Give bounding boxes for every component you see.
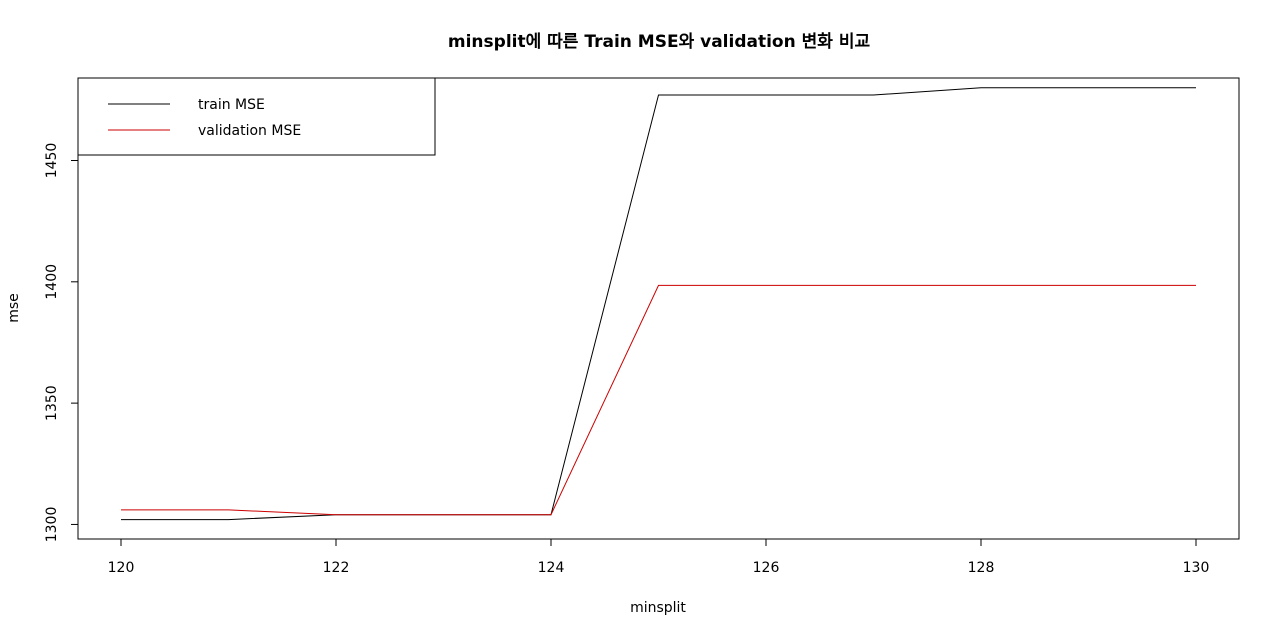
x-tick-label: 130 bbox=[1183, 560, 1210, 576]
x-tick-label: 124 bbox=[538, 560, 565, 576]
series-line-validation-mse bbox=[121, 284, 1196, 516]
chart-title: minsplit에 따른 Train MSE와 validation 변화 비교 bbox=[448, 32, 871, 52]
legend-box bbox=[77, 77, 436, 156]
y-axis-label: mse bbox=[6, 293, 22, 323]
x-tick-label: 128 bbox=[968, 560, 995, 576]
x-tick-label: 120 bbox=[108, 560, 135, 576]
y-tick-label: 1350 bbox=[44, 385, 60, 421]
legend-label-validation: validation MSE bbox=[198, 123, 301, 139]
legend-label-train: train MSE bbox=[198, 97, 265, 113]
y-tick-label: 1300 bbox=[44, 507, 60, 543]
legend: train MSE validation MSE bbox=[77, 77, 436, 156]
y-axis: 1300 1350 1400 1450 bbox=[44, 143, 78, 543]
y-tick-label: 1450 bbox=[44, 143, 60, 179]
series-line-train-mse bbox=[121, 87, 1196, 521]
x-axis-label: minsplit bbox=[630, 600, 686, 616]
x-tick-label: 126 bbox=[753, 560, 780, 576]
series-layer bbox=[121, 87, 1196, 521]
y-tick-label: 1400 bbox=[44, 264, 60, 300]
x-axis: 120 122 124 126 128 130 bbox=[108, 538, 1210, 576]
x-tick-label: 122 bbox=[323, 560, 350, 576]
